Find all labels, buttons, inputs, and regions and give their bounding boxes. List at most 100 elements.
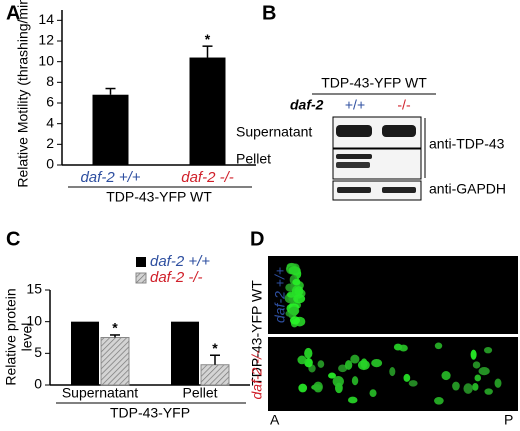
band (337, 187, 371, 193)
nucleus (328, 372, 336, 379)
panel-label: C (6, 228, 20, 250)
panel-label: D (250, 228, 264, 250)
blot-box (332, 180, 422, 201)
y-axis-label: level (19, 323, 35, 352)
blot-strain: TDP-43-YFP WT (321, 75, 427, 91)
nucleus (389, 367, 396, 377)
bar (189, 57, 226, 165)
bar (71, 321, 99, 385)
nucleus (357, 360, 370, 371)
y-tick-label: 12 (38, 32, 54, 48)
blot-genotype: -/- (397, 97, 411, 113)
antibody-label: anti-TDP-43 (429, 136, 505, 152)
nucleus (494, 378, 502, 388)
image-row-label: daf-2 +/+ (272, 267, 288, 323)
x-axis-label: TDP-43-YFP (110, 405, 190, 421)
x-axis-label: TDP-43-YFP WT (106, 189, 212, 205)
nucleus (472, 361, 481, 369)
nucleus (293, 294, 306, 304)
nucleus (441, 371, 451, 381)
nucleus (351, 376, 359, 386)
nucleus (399, 344, 408, 352)
nucleus (313, 381, 323, 393)
nucleus (408, 380, 418, 387)
significance: * (205, 31, 211, 47)
nucleus (472, 382, 479, 391)
nucleus (369, 389, 377, 398)
nucleus (288, 306, 300, 316)
bar (100, 337, 130, 386)
y-tick-label: 10 (26, 312, 42, 328)
y-axis-label: Relative Motility (thrashing/min) (15, 0, 31, 188)
blot-row-label: Supernatant (236, 124, 312, 140)
axis-end: A (270, 412, 280, 428)
band (382, 187, 416, 193)
panel-label: A (6, 2, 20, 24)
y-tick-label: 8 (46, 73, 54, 89)
nucleus (317, 360, 325, 368)
panel-label: B (262, 2, 276, 24)
blot-panel: TDP-43-YFP WT daf-2 +/+ -/- Supernatant … (236, 75, 506, 201)
significance: * (212, 340, 218, 356)
nucleus (463, 383, 473, 394)
micrograph (268, 256, 518, 334)
x-tick-label: daf-2 +/+ (80, 169, 140, 186)
nucleus (350, 354, 360, 364)
axis-end: P (504, 412, 513, 428)
antibody-label: anti-GAPDH (429, 181, 506, 197)
legend-label: daf-2 -/- (150, 269, 203, 286)
bar (171, 321, 199, 385)
blot-gene: daf-2 (290, 97, 324, 113)
blot-row-label: Pellet (236, 151, 271, 167)
legend-swatch (136, 257, 146, 267)
band (336, 125, 372, 137)
y-tick-label: 5 (34, 344, 42, 360)
nucleus (292, 278, 301, 286)
x-tick-label: daf-2 -/- (181, 169, 234, 186)
image-panel: TDP-43-YFP WT daf-2 +/+ daf-2 -/- A P (249, 256, 518, 428)
x-tick-label: Supernatant (62, 385, 138, 401)
nucleus (403, 373, 411, 382)
nucleus (304, 347, 313, 359)
y-tick-label: 0 (46, 156, 54, 172)
y-tick-label: 6 (46, 94, 54, 110)
blot-genotype: +/+ (345, 97, 365, 113)
nucleus (294, 286, 304, 296)
bar (92, 94, 129, 165)
y-tick-label: 2 (46, 135, 54, 151)
blot-box (332, 148, 422, 180)
nucleus (297, 355, 307, 365)
nucleus (452, 381, 460, 391)
bar (200, 364, 230, 386)
nucleus (470, 349, 477, 360)
x-tick-label: Pellet (182, 385, 217, 401)
band (336, 154, 372, 159)
nucleus (298, 383, 308, 393)
nucleus (478, 366, 490, 376)
image-strain: TDP-43-YFP WT (249, 280, 265, 386)
significance: * (112, 320, 118, 336)
nucleus (304, 358, 313, 368)
y-tick-label: 14 (38, 11, 54, 27)
nucleus (338, 364, 348, 373)
legend-label: daf-2 +/+ (150, 253, 210, 270)
legend-swatch (135, 272, 147, 284)
y-tick-label: 0 (34, 376, 42, 392)
y-tick-label: 15 (26, 281, 42, 297)
image-row-label: daf-2 -/- (249, 350, 265, 399)
nucleus (288, 266, 301, 275)
y-tick-label: 10 (38, 52, 54, 68)
nucleus (484, 388, 493, 395)
y-axis-label: Relative protein (3, 288, 19, 385)
nucleus (344, 360, 353, 370)
nucleus (474, 374, 482, 382)
band (382, 125, 416, 137)
nucleus (289, 316, 301, 325)
nucleus (434, 342, 443, 350)
nucleus (371, 358, 383, 368)
nucleus (483, 346, 493, 354)
nucleus (434, 396, 444, 405)
band (336, 162, 370, 168)
nucleus (347, 396, 358, 404)
